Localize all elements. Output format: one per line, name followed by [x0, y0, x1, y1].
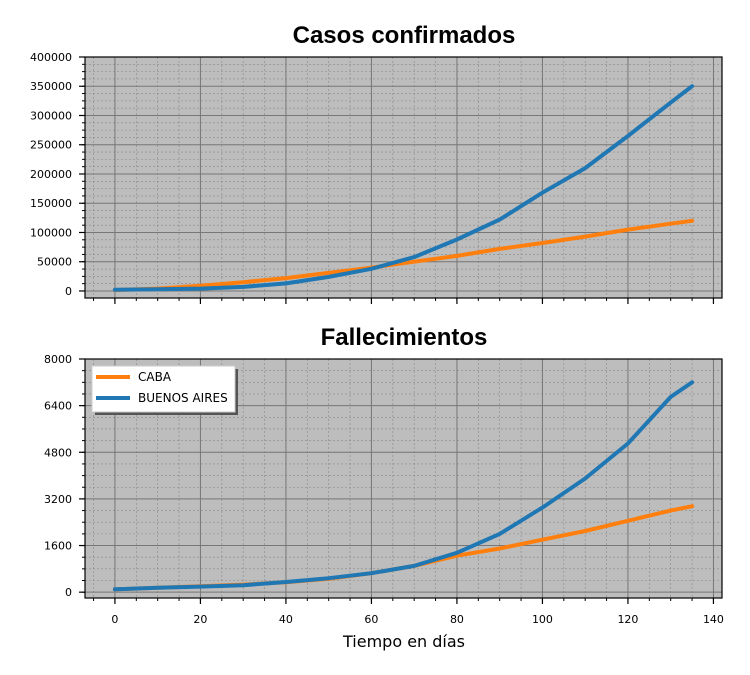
y-tick-label: 8000: [44, 353, 72, 366]
y-tick-label: 100000: [30, 226, 72, 239]
x-tick-label: 80: [450, 613, 464, 626]
y-tick-label: 400000: [30, 51, 72, 64]
frame-fallecimientos: [84, 358, 723, 599]
x-tick-label: 40: [279, 613, 293, 626]
y-tick-label: 250000: [30, 139, 72, 152]
y-tick-label: 200000: [30, 168, 72, 181]
x-tick-label: 100: [532, 613, 553, 626]
series-line-caba: [112, 218, 695, 293]
x-tick-label: 0: [111, 613, 118, 626]
y-tick-label: 3200: [44, 493, 72, 506]
x-tick-label: 20: [193, 613, 207, 626]
series-casos: [112, 84, 695, 293]
y-tick-label: 0: [65, 285, 72, 298]
plot-area-casos: [85, 57, 722, 298]
series-fallecimientos: [112, 380, 695, 592]
legend-box: [91, 365, 236, 413]
legend: CABA BUENOS AIRES: [91, 365, 238, 415]
chart-title-fallecimientos: Fallecimientos: [321, 324, 488, 351]
series-line-buenos-aires: [112, 84, 695, 292]
legend-label-caba: CABA: [138, 370, 172, 384]
axis-fallecimientos: 0 20 40 60 80 100 120 140 0 1600 3200 4800 6400 8000: [44, 353, 724, 626]
y-tick-label: 50000: [37, 256, 72, 269]
x-tick-label: 120: [617, 613, 638, 626]
x-tick-label: 60: [364, 613, 378, 626]
axis-casos: 0 50000 100000 150000 200000 250000 300000 3500…: [30, 51, 715, 304]
y-tick-label: 4800: [44, 446, 72, 459]
y-tick-label: 6400: [44, 400, 72, 413]
y-tick-label: 350000: [30, 80, 72, 93]
x-axis-label: Tiempo en días: [342, 632, 465, 651]
y-tick-label: 300000: [30, 109, 72, 122]
x-tick-label: 140: [703, 613, 724, 626]
series-line-buenos-aires: [112, 380, 695, 592]
y-tick-label: 1600: [44, 540, 72, 553]
legend-label-buenos-aires: BUENOS AIRES: [138, 391, 228, 405]
y-tick-label: 150000: [30, 197, 72, 210]
y-tick-label: 0: [65, 586, 72, 599]
frame-casos: [84, 56, 723, 299]
chart-title-casos: Casos confirmados: [293, 22, 516, 49]
